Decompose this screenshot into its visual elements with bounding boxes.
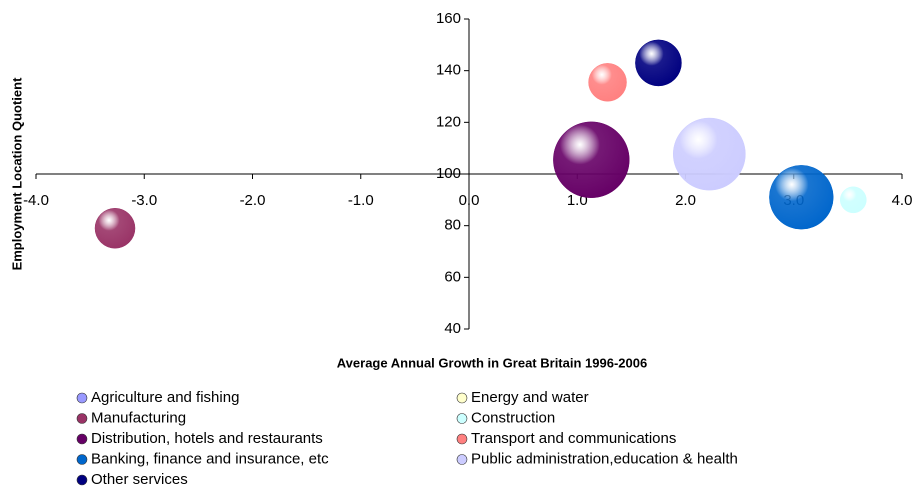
legend-marker bbox=[456, 454, 468, 465]
bubble bbox=[588, 63, 627, 102]
legend-label: Energy and water bbox=[471, 389, 589, 406]
legend-marker bbox=[456, 433, 468, 445]
legend-marker bbox=[76, 474, 88, 486]
y-tick-label: 80 bbox=[444, 217, 461, 234]
legend-label: Public administration,education & health bbox=[471, 450, 738, 467]
legend-marker bbox=[76, 413, 88, 424]
x-tick-label: 4.0 bbox=[892, 192, 913, 209]
bubble bbox=[673, 117, 746, 191]
legend-marker bbox=[76, 433, 88, 445]
x-tick-label: 2.0 bbox=[675, 192, 696, 209]
legend-label: Agriculture and fishing bbox=[91, 389, 239, 406]
legend-marker bbox=[76, 392, 88, 404]
bubble bbox=[769, 165, 834, 230]
legend-label: Transport and communications bbox=[471, 430, 676, 447]
y-tick-label: 160 bbox=[436, 10, 461, 27]
x-tick-label: -4.0 bbox=[23, 192, 49, 209]
y-tick-label: 40 bbox=[444, 320, 461, 337]
legend-marker bbox=[456, 392, 468, 404]
y-axis-title: Employment Location Quotient bbox=[9, 77, 24, 271]
y-tick-label: 60 bbox=[444, 268, 461, 285]
legend-label: Construction bbox=[471, 409, 555, 426]
x-tick-label: -3.0 bbox=[131, 192, 157, 209]
legend-label: Manufacturing bbox=[91, 409, 186, 426]
legend-label: Other services bbox=[91, 471, 188, 488]
legend-marker bbox=[456, 413, 468, 424]
x-tick-label: -2.0 bbox=[240, 192, 266, 209]
bubble bbox=[839, 186, 867, 214]
legend-label: Banking, finance and insurance, etc bbox=[91, 450, 329, 467]
x-tick-label: 0.0 bbox=[459, 192, 480, 209]
legend-label: Distribution, hotels and restaurants bbox=[91, 430, 323, 447]
y-tick-label: 140 bbox=[436, 62, 461, 79]
x-tick-label: -1.0 bbox=[348, 192, 374, 209]
bubble bbox=[553, 121, 630, 198]
bubble bbox=[635, 39, 682, 87]
y-tick-label: 100 bbox=[436, 165, 461, 182]
legend-marker bbox=[76, 454, 88, 465]
y-tick-label: 120 bbox=[436, 113, 461, 130]
x-axis-title: Average Annual Growth in Great Britain 1… bbox=[337, 355, 647, 370]
bubble bbox=[94, 208, 136, 249]
